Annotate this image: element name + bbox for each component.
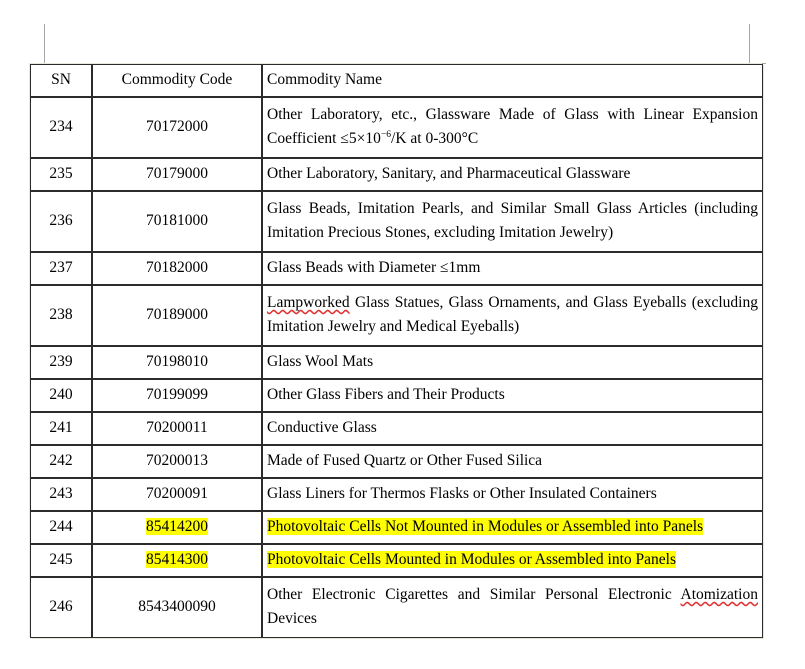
highlighted-name-text: Photovoltaic Cells Not Mounted in Module… <box>267 517 704 535</box>
table-row: 235 70179000 Other Laboratory, Sanitary, a… <box>30 157 763 191</box>
cell-sn: 246 <box>30 576 92 638</box>
cell-sn: 234 <box>30 96 92 158</box>
table-row: 242 70200013 Made of Fused Quartz or Other… <box>30 444 763 478</box>
table-body: 234 70172000 Other Laboratory, etc., Glass… <box>30 96 763 638</box>
cell-commodity-code: 70172000 <box>92 96 262 158</box>
cell-commodity-code: 70189000 <box>92 284 262 346</box>
highlighted-name-text: Photovoltaic Cells Mounted in Modules or… <box>267 550 677 568</box>
cell-commodity-code: 70199099 <box>92 378 262 412</box>
cell-commodity-name: Other Laboratory, etc., Glassware Made o… <box>262 96 763 158</box>
cell-sn: 237 <box>30 251 92 285</box>
cell-sn: 236 <box>30 190 92 252</box>
cell-commodity-name: Made of Fused Quartz or Other Fused Sili… <box>262 444 763 478</box>
table-row: 245 85414300 Photovoltaic Cells Mounted in… <box>30 543 763 577</box>
table-row: 234 70172000 Other Laboratory, etc., Glass… <box>30 96 763 158</box>
cell-sn: 243 <box>30 477 92 511</box>
table-header: SN Commodity Code Commodity Name <box>30 64 763 97</box>
column-header-commodity-code: Commodity Code <box>92 64 262 97</box>
cell-sn: 238 <box>30 284 92 346</box>
cell-commodity-code: 70200013 <box>92 444 262 478</box>
table-row: 240 70199099 Other Glass Fibers and Their … <box>30 378 763 412</box>
cell-sn: 245 <box>30 543 92 577</box>
cell-commodity-name: Lampworked Glass Statues, Glass Ornament… <box>262 284 763 346</box>
table-row: 237 70182000 Glass Beads with Diameter ≤1m… <box>30 251 763 285</box>
column-header-commodity-name: Commodity Name <box>262 64 763 97</box>
table-row: 239 70198010 Glass Wool Mats <box>30 345 763 379</box>
table-header-row: SN Commodity Code Commodity Name <box>30 64 763 97</box>
cell-commodity-code: 70200091 <box>92 477 262 511</box>
cell-commodity-name: Glass Beads, Imitation Pearls, and Simil… <box>262 190 763 252</box>
spellcheck-flagged-word: Lampworked <box>267 294 350 311</box>
crop-mark-horizontal-line <box>44 63 90 64</box>
highlighted-code-text: 85414200 <box>146 517 208 535</box>
cell-commodity-name: Other Electronic Cigarettes and Similar … <box>262 576 763 638</box>
cell-commodity-code: 70198010 <box>92 345 262 379</box>
cell-commodity-name: Other Laboratory, Sanitary, and Pharmace… <box>262 157 763 191</box>
table-row: 238 70189000 Lampworked Glass Statues, Gla… <box>30 284 763 346</box>
crop-mark-vertical-line <box>44 24 45 64</box>
cell-commodity-name: Glass Beads with Diameter ≤1mm <box>262 251 763 285</box>
cell-sn: 240 <box>30 378 92 412</box>
cell-commodity-name: Glass Wool Mats <box>262 345 763 379</box>
column-header-sn: SN <box>30 64 92 97</box>
superscript-exponent: −6 <box>380 128 392 140</box>
table-row: 236 70181000 Glass Beads, Imitation Pearls… <box>30 190 763 252</box>
margin-crop-mark-top-left <box>44 24 90 64</box>
table-row: 241 70200011 Conductive Glass <box>30 411 763 445</box>
cell-sn: 235 <box>30 157 92 191</box>
cell-commodity-name: Glass Liners for Thermos Flasks or Other… <box>262 477 763 511</box>
cell-commodity-code: 70182000 <box>92 251 262 285</box>
cell-sn: 242 <box>30 444 92 478</box>
table-row: 246 8543400090 Other Electronic Cigarettes… <box>30 576 763 638</box>
commodity-table: SN Commodity Code Commodity Name 234 7017… <box>30 64 763 638</box>
cell-commodity-code: 85414200 <box>92 510 262 544</box>
cell-commodity-name: Photovoltaic Cells Not Mounted in Module… <box>262 510 763 544</box>
cell-commodity-name: Conductive Glass <box>262 411 763 445</box>
cell-commodity-name: Other Glass Fibers and Their Products <box>262 378 763 412</box>
cell-commodity-name: Photovoltaic Cells Mounted in Modules or… <box>262 543 763 577</box>
cell-sn: 241 <box>30 411 92 445</box>
cell-sn: 244 <box>30 510 92 544</box>
cell-commodity-code: 8543400090 <box>92 576 262 638</box>
table-row: 243 70200091 Glass Liners for Thermos Flas… <box>30 477 763 511</box>
cell-commodity-code: 85414300 <box>92 543 262 577</box>
highlighted-code-text: 85414300 <box>146 550 208 568</box>
cell-sn: 239 <box>30 345 92 379</box>
margin-crop-mark-top-right <box>720 24 794 64</box>
cell-commodity-code: 70181000 <box>92 190 262 252</box>
table-row: 244 85414200 Photovoltaic Cells Not Mounte… <box>30 510 763 544</box>
spellcheck-flagged-word: Atomization <box>680 586 759 603</box>
crop-mark-horizontal-line <box>720 63 766 64</box>
cell-commodity-code: 70200011 <box>92 411 262 445</box>
cell-commodity-code: 70179000 <box>92 157 262 191</box>
crop-mark-vertical-line <box>749 24 750 64</box>
